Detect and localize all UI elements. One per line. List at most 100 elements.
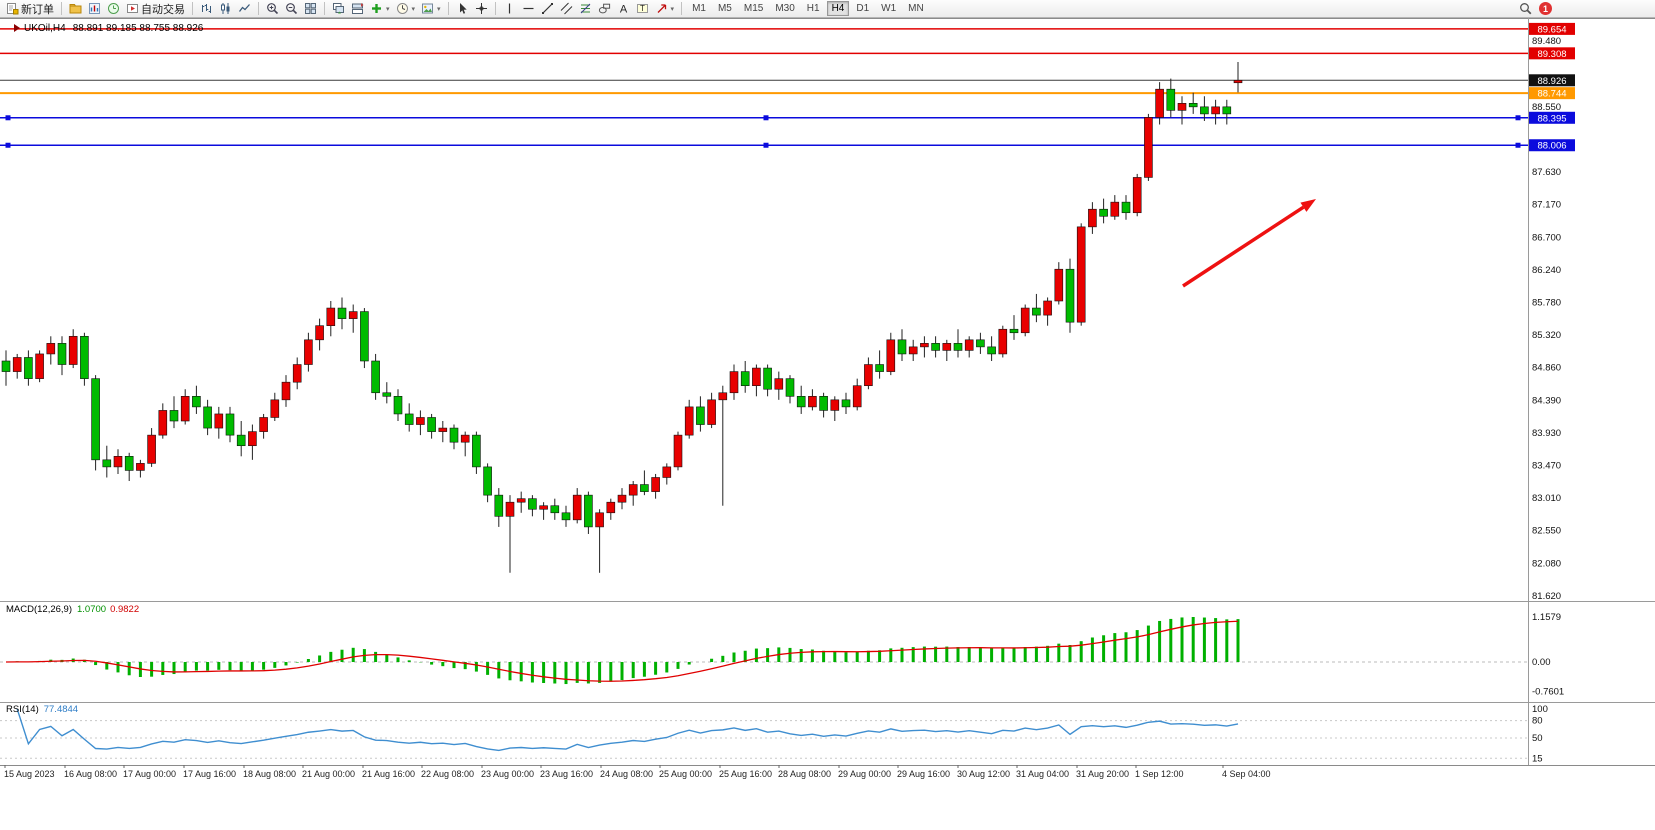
- toolbar-separator: [61, 2, 62, 15]
- new-order-button[interactable]: 新订单: [3, 1, 57, 17]
- svg-text:25 Aug 16:00: 25 Aug 16:00: [719, 769, 772, 779]
- trendline-button[interactable]: [538, 1, 557, 17]
- auto-trading-button[interactable]: 自动交易: [123, 1, 188, 17]
- svg-text:17 Aug 16:00: 17 Aug 16:00: [183, 769, 236, 779]
- channel-button[interactable]: [557, 1, 576, 17]
- candlestick-chart-icon: [221, 3, 230, 14]
- chevron-down-icon: ▾: [670, 5, 675, 13]
- cascade-windows-icon: [333, 3, 344, 14]
- market-watch-icon: [89, 3, 100, 14]
- svg-text:31 Aug 04:00: 31 Aug 04:00: [1016, 769, 1069, 779]
- timeframe-mn-button[interactable]: MN: [908, 3, 924, 14]
- timeframe-h4-button[interactable]: H4: [826, 1, 850, 16]
- horizontal-line-button[interactable]: [519, 1, 538, 17]
- zoom-out-button[interactable]: [282, 1, 301, 17]
- bar-chart-button[interactable]: [197, 1, 216, 17]
- arrows-button[interactable]: ▾: [652, 1, 678, 17]
- svg-text:85.780: 85.780: [1532, 297, 1561, 308]
- zoom-in-icon: [267, 3, 279, 15]
- timeframe-m5-button[interactable]: M5: [717, 3, 732, 14]
- data-window-button[interactable]: [104, 1, 123, 17]
- price-badge: 88.006: [1529, 139, 1575, 152]
- periods-button[interactable]: ▾: [393, 1, 419, 17]
- chart-symbol-period: UKOil,H4: [24, 23, 66, 34]
- timeframe-m1-button[interactable]: M1: [692, 3, 706, 14]
- rsi-name: RSI(14): [6, 704, 39, 715]
- support-line[interactable]: [0, 142, 1528, 148]
- zoom-in-button[interactable]: [263, 1, 282, 17]
- line-handle[interactable]: [5, 115, 11, 121]
- fibonacci-button[interactable]: [576, 1, 595, 17]
- svg-text:31 Aug 20:00: 31 Aug 20:00: [1076, 769, 1129, 779]
- candles: [1, 62, 1243, 573]
- time-axis[interactable]: 15 Aug 2023 16 Aug 08:00 17 Aug 00:00 17 Au…: [4, 765, 1271, 779]
- candlestick-chart-button[interactable]: [216, 1, 235, 17]
- line-handle[interactable]: [763, 115, 769, 121]
- timeframe-w1-button[interactable]: W1: [881, 3, 897, 14]
- notification-badge[interactable]: 1: [1539, 2, 1552, 15]
- chevron-down-icon: ▾: [411, 5, 416, 13]
- svg-text:23 Aug 00:00: 23 Aug 00:00: [481, 769, 534, 779]
- support-line[interactable]: [0, 115, 1528, 121]
- toolbar-separator: [681, 2, 683, 15]
- auto-trading-icon: [127, 4, 138, 13]
- svg-text:88.395: 88.395: [1537, 113, 1566, 124]
- shapes-button[interactable]: [595, 1, 614, 17]
- price-badge: 88.926: [1529, 74, 1575, 87]
- chart-profiles-button[interactable]: [66, 1, 85, 17]
- vertical-line-icon: [508, 3, 510, 14]
- trend-arrow-object[interactable]: [1182, 199, 1316, 288]
- svg-text:T: T: [640, 4, 645, 13]
- line-chart-button[interactable]: [235, 1, 254, 17]
- cascade-windows-button[interactable]: [329, 1, 348, 17]
- line-chart-icon: [238, 4, 250, 12]
- line-handle[interactable]: [1515, 115, 1521, 121]
- svg-text:0.00: 0.00: [1532, 657, 1551, 668]
- timeframe-m15-button[interactable]: M15: [743, 3, 764, 14]
- svg-text:15: 15: [1532, 753, 1543, 764]
- horizontal-line-icon: [523, 7, 534, 10]
- arrange-windows-button[interactable]: [348, 1, 367, 17]
- timeframe-h1-button[interactable]: H1: [806, 3, 820, 14]
- arrange-windows-icon: [352, 3, 364, 14]
- timeframe-m30-button[interactable]: M30: [775, 3, 795, 14]
- cursor-icon: [459, 3, 467, 14]
- vertical-line-button[interactable]: [500, 1, 519, 17]
- market-watch-button[interactable]: [85, 1, 104, 17]
- svg-text:84.390: 84.390: [1532, 396, 1561, 407]
- toolbar-separator: [324, 2, 325, 15]
- price-axis[interactable]: 89.480 88.550 87.630 87.170 86.700 86.240 85.7…: [1529, 22, 1575, 602]
- line-handle[interactable]: [5, 142, 11, 148]
- macd-panel[interactable]: 1.1579 0.00 -0.7601: [0, 612, 1564, 698]
- line-handle[interactable]: [1515, 142, 1521, 148]
- indicators-icon: [372, 4, 381, 13]
- line-handle[interactable]: [763, 142, 769, 148]
- svg-text:18 Aug 08:00: 18 Aug 08:00: [243, 769, 296, 779]
- indicators-button[interactable]: ▾: [367, 1, 393, 17]
- svg-text:88.744: 88.744: [1537, 89, 1566, 100]
- svg-text:1.1579: 1.1579: [1532, 612, 1561, 623]
- svg-text:83.010: 83.010: [1532, 493, 1561, 504]
- tile-windows-button[interactable]: [301, 1, 320, 17]
- crosshair-button[interactable]: [472, 1, 491, 17]
- chart-frame: [0, 18, 1655, 766]
- text-label-button[interactable]: T: [633, 1, 652, 17]
- chevron-down-icon: ▾: [386, 5, 390, 13]
- templates-button[interactable]: ▾: [418, 1, 444, 17]
- text-button[interactable]: A: [614, 1, 633, 17]
- templates-icon: [422, 3, 434, 14]
- timeframe-d1-button[interactable]: D1: [856, 3, 870, 14]
- svg-text:29 Aug 00:00: 29 Aug 00:00: [838, 769, 891, 779]
- svg-text:89.480: 89.480: [1532, 36, 1561, 47]
- data-window-icon: [108, 3, 119, 14]
- search-button[interactable]: [1516, 1, 1535, 17]
- svg-text:86.700: 86.700: [1532, 232, 1561, 243]
- symbol-marker-icon: [14, 24, 20, 33]
- cursor-button[interactable]: [453, 1, 472, 17]
- rsi-label: RSI(14) 77.4844: [6, 704, 78, 715]
- svg-text:84.860: 84.860: [1532, 362, 1561, 373]
- price-line-objects[interactable]: [0, 28, 1528, 148]
